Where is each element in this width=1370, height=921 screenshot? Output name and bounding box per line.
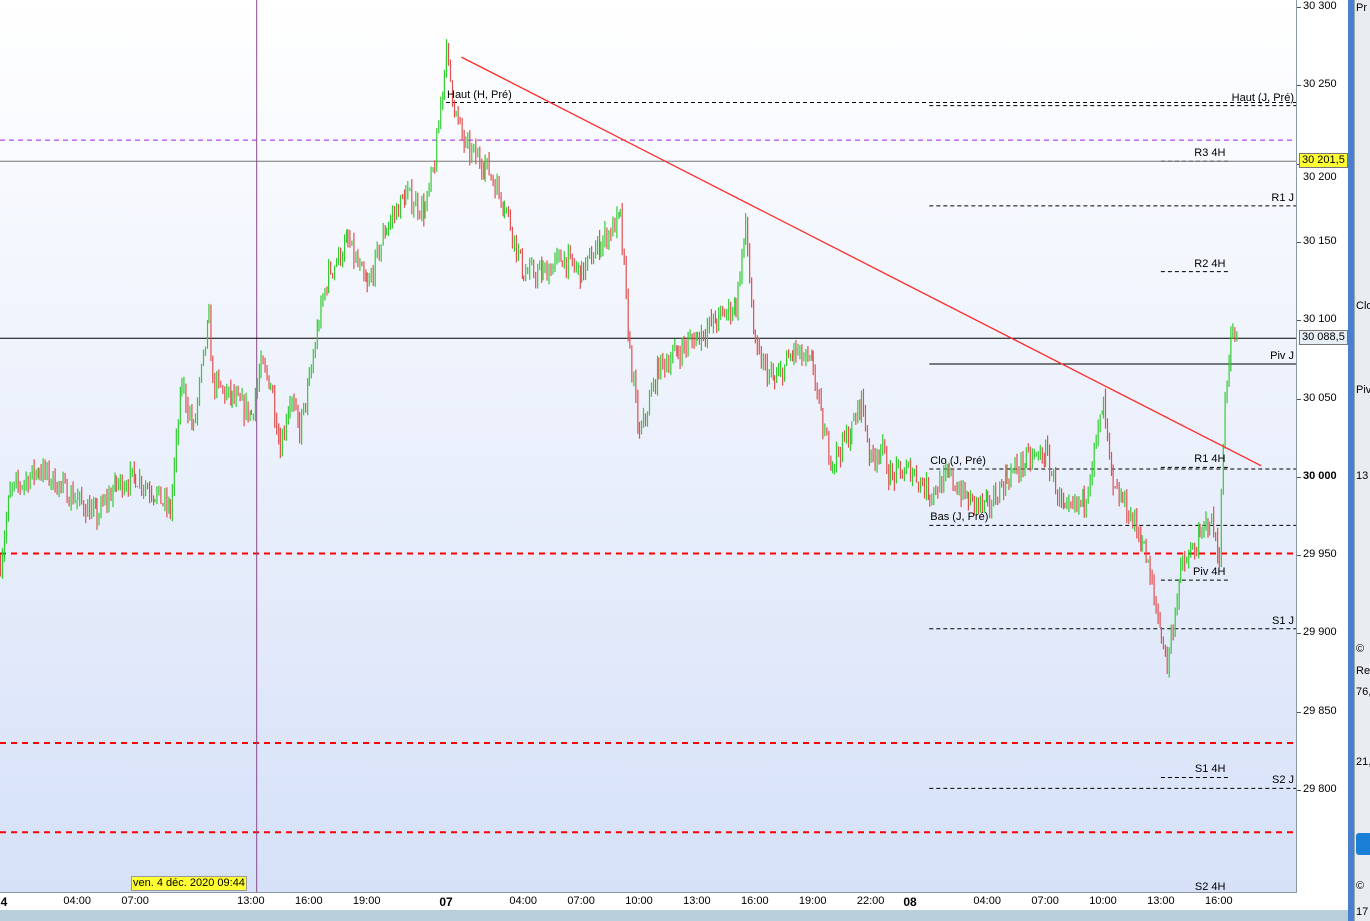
level-label: S1 J [1271,614,1294,627]
y-tick-label: 30 100 [1303,313,1337,326]
crosshair-price-label: 30 201,5 [1299,153,1348,169]
y-tick [1297,320,1301,322]
level-label: Clo (J, Pré) [930,454,986,467]
share-button[interactable] [1356,833,1370,855]
x-tick-label: 08 [903,895,917,909]
side-text: 76, [1356,686,1370,698]
level-label: Piv 4H [1193,566,1226,579]
y-tick [1297,633,1301,635]
y-tick-label: 30 300 [1303,0,1337,12]
trendline [461,56,1262,467]
x-tick-label: 22:00 [856,895,885,907]
copyright-icon: © [1356,643,1365,655]
y-tick-label: 29 900 [1303,626,1337,639]
y-tick [1297,711,1301,713]
y-tick-label: 30 200 [1303,171,1337,184]
x-tick-label: 10:00 [1089,895,1117,907]
side-panel: Pr Clo Piv 13 Re 76, 21, © © 17 [1354,0,1370,921]
level-label: Bas (J, Pré) [930,511,989,524]
crosshair-time-label: ven. 4 déc. 2020 09:44 [131,876,247,891]
y-tick-label: 30 050 [1303,391,1337,404]
level-label: S1 4H [1194,763,1226,776]
copyright-icon: © [1356,880,1365,892]
x-tick-label: 13:00 [683,895,711,907]
horizontal-scrollbar[interactable] [0,910,1348,921]
y-tick [1297,790,1301,791]
y-tick-label: 29 850 [1303,704,1337,717]
x-tick-label: 4 [0,895,8,909]
y-tick [1297,476,1301,478]
level-label: R1 4H [1194,453,1226,466]
y-tick-label: 30 250 [1303,78,1337,91]
y-tick [1297,555,1301,557]
chart-plot-area[interactable]: Haut (H, Pré) Haut (J, Pré) R3 4H R1 J R2 4H… [0,0,1297,893]
y-tick-label: 30 150 [1303,234,1337,247]
level-label: Haut (H, Pré) [447,88,512,101]
x-tick-label: 19:00 [798,895,827,907]
x-tick-label: 13:00 [1147,895,1175,907]
level-label: S2 J [1271,774,1294,787]
time-axis[interactable]: 4 04:00 07:00 13:00 16:00 19:00 07 04:00 07:00 10… [0,893,1348,910]
level-label: R2 4H [1194,257,1226,270]
x-tick-label: 07 [439,895,453,909]
level-label: Piv J [1270,350,1294,363]
side-text: Clo [1356,300,1370,312]
side-text: Piv [1356,384,1370,396]
x-tick-label: 07:00 [121,895,149,907]
y-tick [1297,7,1301,8]
x-tick-label: 07:00 [567,895,595,907]
side-text: 17 [1356,906,1369,918]
side-text: 21, [1356,756,1370,768]
y-tick-label: 29 950 [1303,548,1337,561]
price-axis[interactable]: 30 300 30 250 30 200 30 150 30 100 30 050 30 0… [1297,0,1348,893]
level-label: S2 4H [1194,880,1226,893]
y-tick [1297,398,1301,400]
side-text: Re [1356,665,1370,677]
last-price-label: 30 088,5 [1299,330,1348,346]
x-tick-label: 16:00 [741,895,769,907]
x-tick-label: 04:00 [63,895,91,907]
side-text: 13 [1356,470,1369,482]
x-tick-label: 10:00 [625,895,653,907]
x-tick-label: 07:00 [1031,895,1059,907]
x-tick-label: 16:00 [295,895,323,907]
level-label: R1 J [1271,191,1294,204]
price-chart[interactable] [0,0,1297,893]
x-tick-label: 19:00 [352,895,381,907]
side-text: Pr [1356,2,1367,14]
level-label: R3 4H [1194,147,1226,160]
x-tick-label: 04:00 [973,895,1001,907]
y-tick-label: 30 000 [1303,469,1337,482]
x-tick-label: 13:00 [237,895,265,907]
y-tick [1297,241,1301,243]
x-tick-label: 16:00 [1205,895,1233,907]
y-tick [1297,85,1301,87]
x-tick-label: 04:00 [509,895,537,907]
y-tick-label: 29 800 [1303,783,1337,795]
level-label: Haut (J, Pré) [1231,91,1294,104]
panel-splitter[interactable] [1348,0,1354,921]
